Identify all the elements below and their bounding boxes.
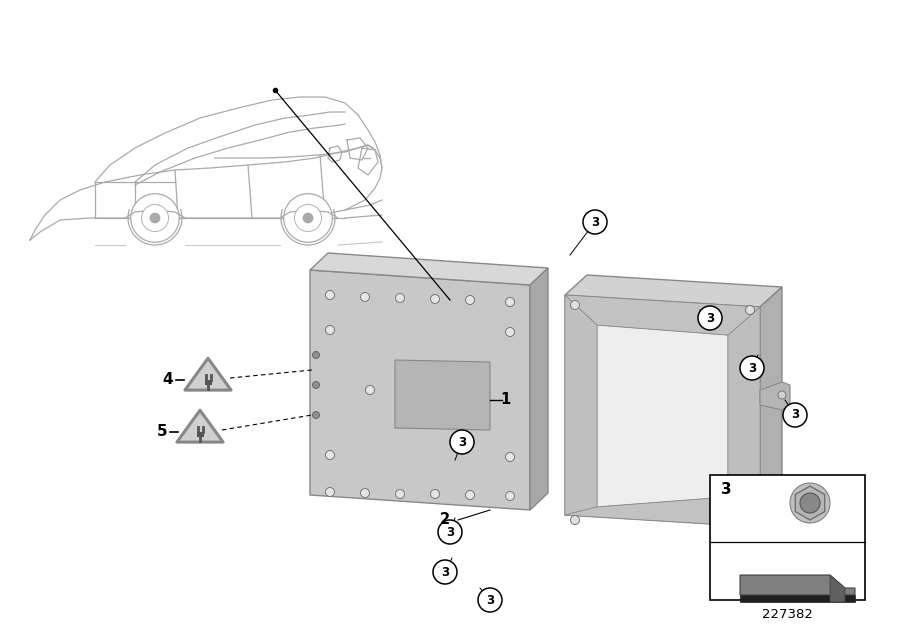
Circle shape — [745, 305, 754, 314]
Text: 227382: 227382 — [762, 608, 813, 622]
Circle shape — [361, 488, 370, 497]
Circle shape — [141, 204, 168, 232]
Circle shape — [433, 560, 457, 584]
Circle shape — [800, 493, 820, 513]
Circle shape — [571, 516, 580, 524]
Circle shape — [478, 588, 502, 612]
Circle shape — [326, 488, 335, 497]
Text: 3: 3 — [486, 594, 494, 606]
Polygon shape — [565, 497, 760, 527]
Polygon shape — [740, 575, 855, 595]
Text: 3: 3 — [791, 408, 799, 422]
Polygon shape — [565, 295, 760, 527]
Polygon shape — [310, 253, 548, 285]
Circle shape — [506, 452, 515, 461]
Circle shape — [312, 411, 319, 418]
Circle shape — [783, 403, 807, 427]
Circle shape — [506, 492, 515, 500]
Text: 3: 3 — [458, 435, 466, 449]
Circle shape — [465, 490, 474, 500]
Circle shape — [740, 356, 764, 380]
Polygon shape — [760, 382, 790, 410]
Circle shape — [149, 213, 160, 223]
Text: 2: 2 — [440, 512, 450, 528]
Circle shape — [571, 300, 580, 309]
Circle shape — [583, 210, 607, 234]
Circle shape — [438, 520, 462, 544]
Circle shape — [778, 391, 786, 399]
Circle shape — [465, 295, 474, 305]
Circle shape — [430, 295, 439, 304]
Text: 3: 3 — [721, 483, 732, 497]
Polygon shape — [530, 268, 548, 510]
Polygon shape — [740, 595, 855, 602]
Circle shape — [455, 387, 464, 396]
Text: 3: 3 — [591, 216, 599, 228]
FancyBboxPatch shape — [710, 475, 865, 600]
Text: 3: 3 — [446, 526, 454, 538]
Circle shape — [790, 483, 830, 523]
Polygon shape — [565, 295, 597, 515]
Circle shape — [745, 519, 754, 528]
Circle shape — [506, 327, 515, 336]
Circle shape — [284, 194, 332, 242]
Polygon shape — [796, 486, 824, 520]
Circle shape — [294, 204, 321, 232]
Polygon shape — [184, 358, 231, 390]
Circle shape — [506, 297, 515, 307]
Text: 3: 3 — [706, 312, 714, 324]
Circle shape — [361, 293, 370, 302]
Polygon shape — [565, 275, 782, 307]
Polygon shape — [728, 307, 760, 527]
Circle shape — [698, 306, 722, 330]
Circle shape — [312, 382, 319, 389]
Polygon shape — [830, 575, 845, 602]
Polygon shape — [565, 295, 760, 335]
Polygon shape — [597, 325, 728, 507]
Polygon shape — [310, 270, 530, 510]
Text: 5: 5 — [157, 425, 167, 440]
Circle shape — [312, 351, 319, 358]
Circle shape — [430, 490, 439, 498]
Circle shape — [395, 293, 404, 302]
Circle shape — [130, 194, 179, 242]
Circle shape — [302, 213, 313, 223]
FancyBboxPatch shape — [204, 380, 212, 385]
Text: 3: 3 — [441, 565, 449, 579]
Circle shape — [326, 290, 335, 300]
Circle shape — [326, 326, 335, 334]
Circle shape — [365, 386, 374, 394]
Circle shape — [395, 490, 404, 498]
Circle shape — [450, 430, 474, 454]
Text: 4: 4 — [163, 372, 174, 387]
Circle shape — [326, 451, 335, 459]
Polygon shape — [177, 410, 223, 442]
Polygon shape — [395, 360, 490, 430]
FancyBboxPatch shape — [196, 432, 203, 437]
Text: 3: 3 — [748, 362, 756, 375]
Text: 1: 1 — [500, 392, 510, 408]
Polygon shape — [760, 287, 782, 527]
